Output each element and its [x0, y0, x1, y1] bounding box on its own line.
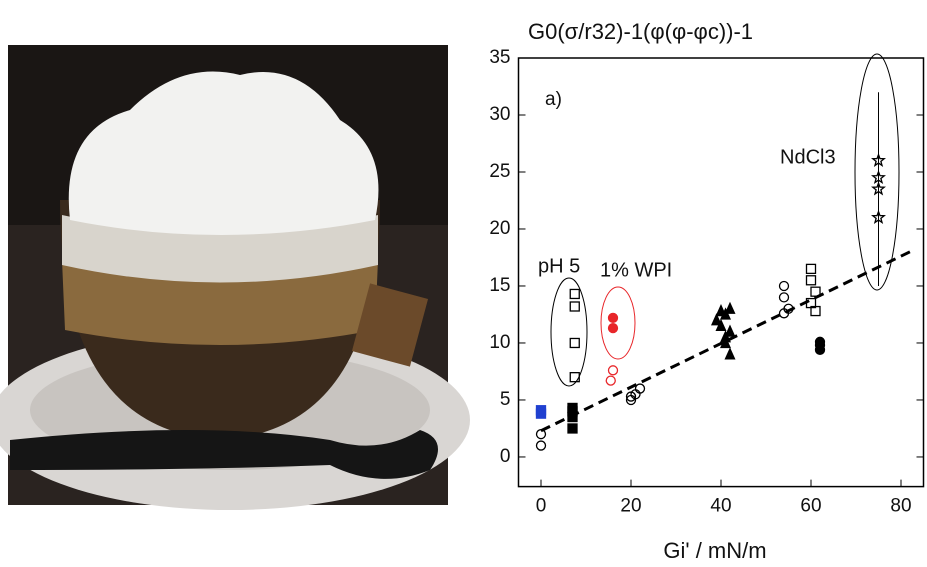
- point: [535, 440, 547, 451]
- y-tick-label: 5: [500, 389, 511, 410]
- point: [814, 336, 826, 347]
- point: [724, 347, 736, 360]
- y-tick-label: 0: [500, 446, 511, 467]
- point: [567, 423, 578, 434]
- point: [607, 323, 619, 334]
- group-ellipse: [600, 286, 636, 360]
- annotation: 1% WPI: [600, 259, 672, 281]
- point: [535, 405, 547, 416]
- x-tick-label: 40: [710, 496, 731, 517]
- annotation: NdCl3: [780, 146, 836, 168]
- point: [719, 335, 732, 349]
- point: [810, 305, 821, 317]
- point: [715, 318, 727, 332]
- x-tick-label: 0: [536, 496, 547, 517]
- group-ellipse: [550, 277, 588, 387]
- point: [871, 152, 886, 167]
- fit-line: [540, 250, 911, 433]
- y-tick-label: 20: [489, 218, 510, 239]
- point: [607, 365, 619, 376]
- y-tick-label: 35: [489, 47, 510, 68]
- point: [567, 402, 578, 414]
- point: [634, 383, 646, 394]
- y-tick-label: 10: [489, 332, 510, 353]
- point: [715, 303, 727, 317]
- y-axis-title: G0(σ/r32)-1(φ(φ-φc))-1: [528, 19, 753, 44]
- point: [778, 280, 790, 292]
- group-ellipse: [854, 53, 900, 291]
- point: [805, 275, 817, 286]
- point: [569, 337, 580, 349]
- x-tick-label: 60: [800, 496, 821, 517]
- point: [805, 263, 817, 275]
- x-axis-title: Gi' / mN/m: [663, 538, 766, 563]
- point: [569, 301, 580, 312]
- y-tick-label: 30: [489, 104, 510, 125]
- point: [569, 288, 580, 300]
- point: [605, 375, 616, 386]
- point: [778, 308, 790, 319]
- panel-label: a): [545, 89, 562, 110]
- photo: [0, 45, 470, 510]
- point: [724, 324, 736, 337]
- point: [569, 372, 580, 383]
- point: [724, 301, 736, 314]
- y-tick-label: 15: [489, 275, 510, 296]
- point: [810, 286, 821, 297]
- point: [535, 429, 547, 440]
- point: [710, 313, 723, 326]
- annotation: pH 5: [538, 255, 580, 277]
- x-tick-label: 20: [620, 496, 641, 517]
- point: [607, 312, 619, 324]
- y-tick-label: 25: [489, 161, 510, 182]
- point: [625, 391, 637, 402]
- point: [719, 330, 732, 343]
- point: [778, 292, 790, 303]
- x-tick-label: 80: [890, 496, 911, 517]
